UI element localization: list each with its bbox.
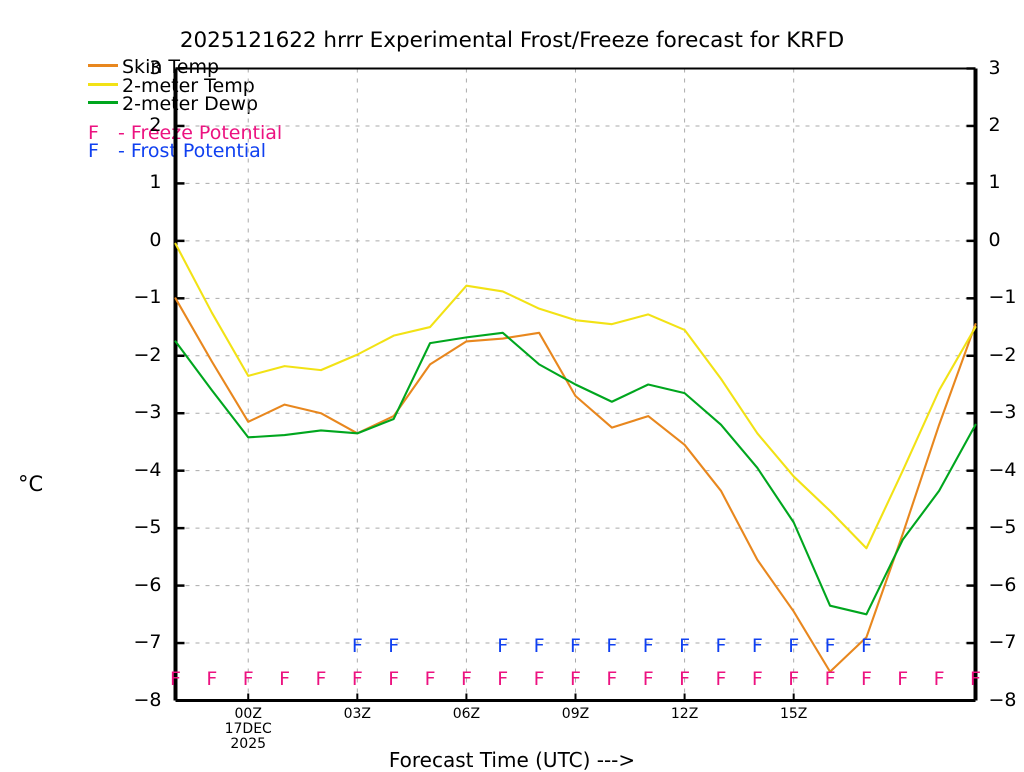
freeze-potential-marker: F [606,668,617,690]
freeze-potential-marker: F [170,668,181,690]
frost-potential-marker: F [752,635,763,657]
y-tick-label-left: 2 [110,114,162,136]
y-tick-label-right: −4 [989,459,1024,481]
frost-potential-marker: F [570,635,581,657]
y-tick-label-left: −5 [110,516,162,538]
y-tick-label-left: −2 [110,344,162,366]
y-tick-label-right: −3 [989,401,1024,423]
freeze-potential-marker: F [243,668,254,690]
freeze-potential-marker: F [388,668,399,690]
y-tick-label-left: −3 [110,401,162,423]
x-tick-label: 09Z [536,707,616,722]
y-tick-label-left: −8 [110,689,162,711]
freeze-potential-marker: F [679,668,690,690]
y-tick-label-right: −7 [989,631,1024,653]
freeze-potential-marker: F [570,668,581,690]
y-tick-label-right: 3 [989,57,1024,79]
y-tick-label-right: 1 [989,171,1024,193]
x-tick-label: 03Z [317,707,397,722]
y-tick-label-right: 2 [989,114,1024,136]
freeze-potential-marker: F [752,668,763,690]
freeze-potential-marker: F [279,668,290,690]
frost-potential-marker: F [788,635,799,657]
freeze-potential-marker: F [970,668,981,690]
y-tick-label-right: −5 [989,516,1024,538]
freeze-potential-marker: F [715,668,726,690]
freeze-potential-marker: F [788,668,799,690]
frost-potential-marker: F [534,635,545,657]
y-tick-label-left: −6 [110,574,162,596]
frost-potential-marker: F [388,635,399,657]
frost-potential-marker: F [497,635,508,657]
freeze-potential-marker: F [643,668,654,690]
frost-potential-marker: F [643,635,654,657]
x-tick-label: 06Z [426,707,506,722]
freeze-potential-marker: F [897,668,908,690]
series-line-skin-temp [176,298,976,671]
y-tick-label-left: 1 [110,171,162,193]
frost-potential-marker: F [352,635,363,657]
x-tick-label: 15Z [754,707,834,722]
y-tick-label-left: −1 [110,286,162,308]
freeze-potential-marker: F [934,668,945,690]
freeze-potential-marker: F [352,668,363,690]
frost-potential-marker: F [825,635,836,657]
y-tick-label-right: −1 [989,286,1024,308]
y-tick-label-left: 0 [110,229,162,251]
freeze-potential-marker: F [461,668,472,690]
freeze-potential-marker: F [497,668,508,690]
y-tick-label-left: −4 [110,459,162,481]
frost-potential-marker: F [715,635,726,657]
x-tick-label: 12Z [645,707,725,722]
y-tick-label-right: 0 [989,229,1024,251]
y-tick-label-left: −7 [110,631,162,653]
frost-potential-marker: F [606,635,617,657]
freeze-potential-marker: F [206,668,217,690]
freeze-potential-marker: F [534,668,545,690]
freeze-potential-marker: F [425,668,436,690]
freeze-potential-marker: F [315,668,326,690]
y-tick-label-right: −8 [989,689,1024,711]
frost-potential-marker: F [861,635,872,657]
y-tick-label-right: −2 [989,344,1024,366]
freeze-potential-marker: F [861,668,872,690]
y-tick-label-left: 3 [110,57,162,79]
frost-potential-marker: F [679,635,690,657]
y-tick-label-right: −6 [989,574,1024,596]
freeze-potential-marker: F [825,668,836,690]
